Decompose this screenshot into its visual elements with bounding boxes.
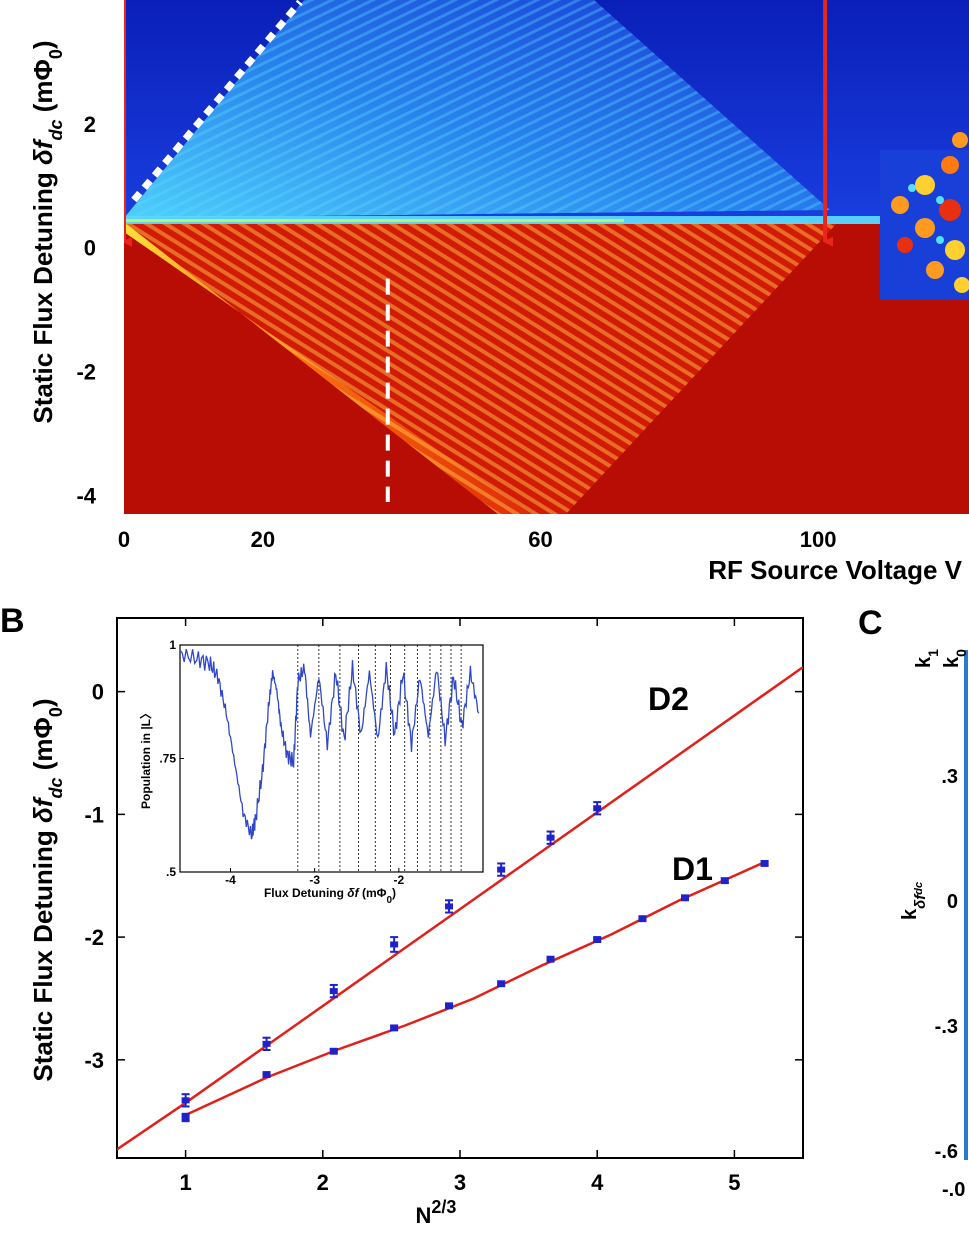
data-point-d1: [390, 1024, 399, 1032]
heatmap-interference-region: [880, 132, 969, 300]
panel-a-ytick: -2: [76, 360, 96, 385]
inset-ylabel: Population in |L〉: [138, 707, 153, 809]
panel-c-xtick-partial: -.0: [942, 1179, 965, 1201]
inset-xticks: -4 -3 -2: [225, 868, 404, 887]
inset-xtick: -2: [393, 873, 404, 887]
panel-b-xticks: 1 2 3 4 5: [179, 618, 741, 1195]
data-point-d2: [546, 830, 555, 845]
panel-b-ytick: -2: [84, 925, 104, 950]
inset-xtick: -4: [225, 873, 236, 887]
data-point-d2: [181, 1093, 190, 1108]
panel-a-yticks: 2 0 -2 -4: [76, 112, 96, 509]
data-point-d2: [390, 936, 399, 953]
data-point-d1: [497, 980, 506, 988]
panel-c-ylabel: kδfdc: [899, 882, 929, 920]
data-point-d1: [720, 877, 729, 885]
data-point-d2: [445, 899, 454, 914]
inset-xlabel: Flux Detuning δf (mΦ0): [264, 886, 396, 906]
heatmap-dotted-ridge: [131, 0, 303, 203]
panel-c-legend-k0: k0: [941, 649, 969, 668]
panel-c-ytick: -.3: [935, 1016, 958, 1038]
series-d2-points: [181, 801, 602, 1108]
series-label-d2: D2: [648, 681, 689, 717]
inset-xtick: -3: [309, 873, 320, 887]
data-point-d2: [497, 862, 506, 877]
data-point-d1: [445, 1002, 454, 1010]
panel-c-ytick: .3: [941, 766, 958, 788]
data-point-d1: [593, 936, 602, 943]
data-point-d1: [760, 860, 769, 867]
panel-b-xtick: 3: [454, 1170, 466, 1195]
panel-a-xtick: 60: [528, 527, 552, 552]
panel-b-ytick: -1: [84, 802, 104, 827]
panel-a-xlabel: RF Source Voltage V: [708, 555, 962, 585]
panel-b-xtick: 1: [179, 1170, 191, 1195]
panel-b-scatter: B 0 -1 -2 -3 1 2 3 4 5 D2 D1 N2/3 Static Flux D…: [0, 602, 804, 1228]
panel-c-partial: C k1 k0 kδfdc .3 0 -.3 -.6 -.0: [858, 604, 969, 1201]
data-point-d2: [329, 983, 338, 999]
data-point-d1: [329, 1047, 338, 1055]
panel-a-xtick: 100: [800, 527, 837, 552]
inset-yticks: 1 .75 .5: [159, 638, 184, 879]
inset-ytick: .75: [159, 752, 176, 766]
heatmap-lower-fan-fringes: [124, 222, 838, 514]
series-d1-points: [181, 860, 769, 1123]
panel-a-xtick: 20: [251, 527, 275, 552]
panel-b-ytick: -3: [84, 1048, 104, 1073]
fit-line-d1: [185, 861, 766, 1117]
panel-b-xtick: 4: [591, 1170, 604, 1195]
panel-c-ytick: 0: [947, 891, 958, 913]
panel-b-xtick: 2: [317, 1170, 329, 1195]
panel-a-xticks: 0 20 60 100: [118, 527, 837, 552]
panel-a-heatmap: 20-2-4 0 20 60 100 RF Source Voltage V Stat…: [28, 0, 969, 585]
inset-ytick: 1: [169, 638, 176, 652]
data-point-d2: [593, 801, 602, 816]
data-point-d1: [181, 1112, 190, 1123]
data-point-d2: [262, 1036, 271, 1051]
panel-a-ylabel: Static Flux Detuning δfdc (mΦ0): [28, 40, 66, 423]
panel-a-ytick: 2: [84, 112, 96, 137]
panel-c-ytick: -.6: [935, 1141, 958, 1163]
series-label-d1: D1: [672, 851, 713, 887]
panel-c-letter: C: [858, 604, 883, 642]
panel-b-yticks: 0 -1 -2 -3: [84, 680, 803, 1073]
panel-a-xtick: 0: [118, 527, 130, 552]
panel-c-legend-k1: k1: [913, 649, 941, 668]
panel-a-ytick: 0: [84, 236, 96, 261]
panel-b-xtick: 5: [728, 1170, 740, 1195]
panel-b-xlabel: N2/3: [416, 1197, 457, 1228]
data-point-d1: [638, 915, 647, 923]
data-point-d1: [262, 1071, 271, 1078]
inset-frame: [179, 644, 484, 873]
inset-trace: [179, 648, 480, 840]
panel-b-ylabel: Static Flux Detuning δfdc (mΦ0): [28, 698, 66, 1081]
data-point-d1: [681, 894, 690, 902]
panel-b-letter: B: [0, 602, 25, 640]
data-point-d1: [546, 955, 555, 963]
heatmap-zero-line: [124, 219, 624, 222]
heatmap-upper-fan-fringes: [124, 0, 830, 218]
panel-a-ytick: -4: [76, 483, 96, 508]
panel-b-ytick: 0: [92, 680, 104, 705]
panel-b-inset: -4 -3 -2 1 .75 .5 Flux Detuning δf (mΦ0) Pop…: [138, 638, 484, 906]
inset-ytick: .5: [166, 865, 176, 879]
panel-c-yticks: .3 0 -.3 -.6: [935, 766, 958, 1163]
